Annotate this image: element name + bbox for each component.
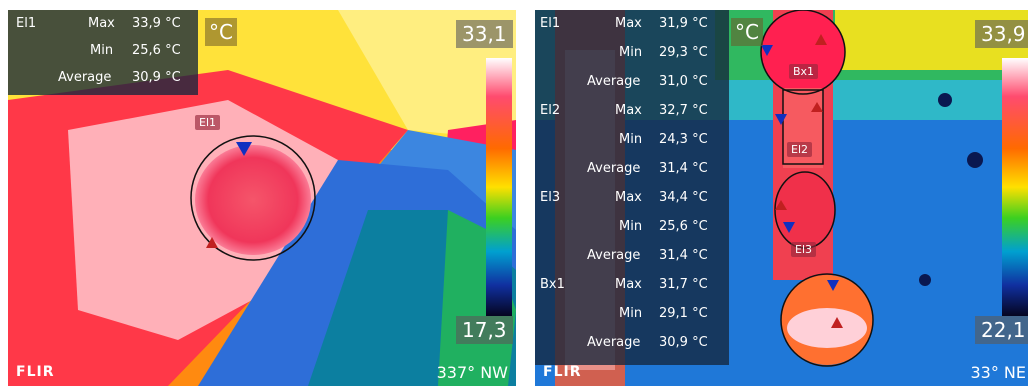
region-label-el3: El3 bbox=[791, 242, 817, 257]
measurement-key: Max bbox=[615, 103, 642, 118]
measurement-row: Bx1 Max 31,7 °C bbox=[535, 271, 729, 300]
measurement-key: Average bbox=[587, 248, 641, 263]
measurement-row: El1 Max 31,9 °C bbox=[535, 10, 729, 39]
measurement-value: 24,3 °C bbox=[659, 132, 708, 147]
region-label-el2: El2 bbox=[787, 142, 813, 157]
measurement-value: 31,9 °C bbox=[659, 16, 708, 31]
thermal-image-right: El1 Max 31,9 °C Min 29,3 °C Average 31,0… bbox=[535, 10, 1028, 386]
measurement-value: 31,4 °C bbox=[659, 161, 708, 176]
measurement-name: El3 bbox=[540, 190, 561, 205]
measurement-value: 32,7 °C bbox=[659, 103, 708, 118]
measurement-key: Min bbox=[619, 132, 643, 147]
measurement-value: 31,4 °C bbox=[659, 248, 708, 263]
measurement-row: Min 25,6 °C bbox=[8, 37, 198, 64]
max-marker-icon bbox=[775, 200, 787, 210]
measurement-row: Min 29,1 °C bbox=[535, 300, 729, 329]
flir-logo: FLIR bbox=[543, 364, 582, 380]
unit-label: °C bbox=[205, 18, 237, 46]
measurement-row: Average 30,9 °C bbox=[8, 64, 198, 91]
measurement-key: Average bbox=[587, 161, 641, 176]
measure-circle-el1[interactable] bbox=[760, 10, 846, 95]
measurement-value: 25,6 °C bbox=[659, 219, 708, 234]
measurement-key: Min bbox=[90, 43, 114, 58]
flir-logo: FLIR bbox=[16, 364, 55, 380]
measurement-row: El1 Max 33,9 °C bbox=[8, 10, 198, 37]
measurement-key: Max bbox=[615, 277, 642, 292]
scale-min-value: 22,1 bbox=[975, 316, 1028, 344]
measurement-table-left: El1 Max 33,9 °C Min 25,6 °C Average 30,9… bbox=[8, 10, 198, 95]
min-marker-icon bbox=[827, 280, 839, 291]
min-marker-icon bbox=[783, 222, 795, 233]
measurement-key: Max bbox=[615, 190, 642, 205]
max-marker-icon bbox=[236, 142, 252, 156]
unit-label: °C bbox=[731, 18, 763, 46]
region-label: El1 bbox=[195, 115, 221, 130]
scale-max-value: 33,1 bbox=[456, 20, 513, 48]
measurement-row: Min 24,3 °C bbox=[535, 126, 729, 155]
measurement-key: Max bbox=[88, 16, 115, 31]
measurement-row: El3 Max 34,4 °C bbox=[535, 184, 729, 213]
measurement-row: Average 30,9 °C bbox=[535, 329, 729, 358]
measurement-row: Average 31,0 °C bbox=[535, 68, 729, 97]
scale-min-value: 17,3 bbox=[456, 316, 513, 344]
measurement-value: 33,9 °C bbox=[132, 16, 181, 31]
measurement-row: Min 29,3 °C bbox=[535, 39, 729, 68]
measurement-name: El1 bbox=[540, 16, 561, 31]
measurement-value: 30,9 °C bbox=[659, 335, 708, 350]
measure-circle-el1[interactable] bbox=[190, 135, 316, 261]
max-marker-icon bbox=[831, 317, 843, 328]
measurement-key: Min bbox=[619, 306, 643, 321]
compass-readout: 33° NE bbox=[970, 363, 1026, 382]
thermal-image-left: El1 Max 33,9 °C Min 25,6 °C Average 30,9… bbox=[8, 10, 516, 386]
measurement-row: Average 31,4 °C bbox=[535, 242, 729, 271]
max-marker-icon bbox=[815, 34, 827, 45]
measurement-value: 34,4 °C bbox=[659, 190, 708, 205]
max-marker-icon bbox=[811, 102, 823, 112]
scale-max-value: 33,9 bbox=[975, 20, 1028, 48]
compass-readout: 337° NW bbox=[436, 363, 508, 382]
measurement-table-right: El1 Max 31,9 °C Min 29,3 °C Average 31,0… bbox=[535, 10, 729, 365]
measurement-value: 31,0 °C bbox=[659, 74, 708, 89]
measurement-key: Min bbox=[619, 219, 643, 234]
measurement-name: El1 bbox=[16, 16, 37, 31]
measurement-key: Average bbox=[58, 70, 112, 85]
min-marker-icon bbox=[761, 45, 773, 56]
measurement-key: Average bbox=[587, 335, 641, 350]
measurement-value: 31,7 °C bbox=[659, 277, 708, 292]
min-marker-icon bbox=[206, 237, 218, 248]
measurement-key: Min bbox=[619, 45, 643, 60]
measurement-row: Average 31,4 °C bbox=[535, 155, 729, 184]
measurement-value: 29,3 °C bbox=[659, 45, 708, 60]
measurement-key: Average bbox=[587, 74, 641, 89]
min-marker-icon bbox=[775, 114, 787, 125]
measurement-value: 29,1 °C bbox=[659, 306, 708, 321]
measure-circle-el2[interactable] bbox=[780, 273, 874, 367]
measurement-row: Min 25,6 °C bbox=[535, 213, 729, 242]
measurement-value: 25,6 °C bbox=[132, 43, 181, 58]
measurement-key: Max bbox=[615, 16, 642, 31]
region-label-bx1: Bx1 bbox=[789, 64, 819, 79]
measurement-name: El2 bbox=[540, 103, 561, 118]
measure-box-bx1[interactable] bbox=[782, 89, 824, 165]
thermal-scene-left bbox=[8, 10, 516, 386]
measurement-name: Bx1 bbox=[540, 277, 565, 292]
measurement-value: 30,9 °C bbox=[132, 70, 181, 85]
measurement-row: El2 Max 32,7 °C bbox=[535, 97, 729, 126]
